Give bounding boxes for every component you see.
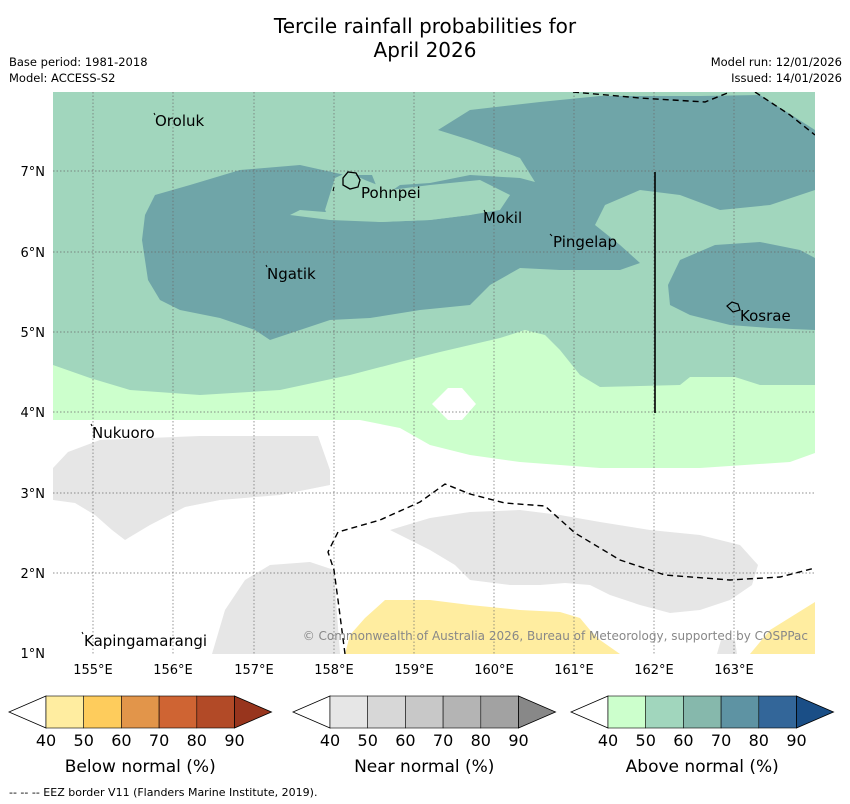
legend-swatch (83, 695, 122, 729)
legend-extend-high (796, 695, 835, 729)
map-title: Tercile rainfall probabilities for April… (0, 14, 850, 62)
meta-right: Model run: 12/01/2026 Issued: 14/01/2026 (711, 54, 842, 86)
legend-swatch (442, 695, 482, 729)
legend-swatch (405, 695, 444, 729)
legend-tick-label: 80 (187, 731, 207, 750)
place-pohnpei: Pohnpei (361, 184, 421, 202)
eez-border-south (327, 483, 815, 654)
model-text: Model: ACCESS-S2 (9, 71, 116, 85)
gridlines (53, 92, 815, 654)
legend-swatch (758, 695, 797, 729)
legend-tick-label: 40 (320, 731, 340, 750)
legend-tick-label: 60 (111, 731, 131, 750)
legend-swatch (329, 695, 369, 729)
above-normal-50-patch (325, 172, 510, 222)
legend-swatch (683, 695, 722, 729)
legend-tick-label: 50 (74, 731, 94, 750)
lon-label: 162°E (634, 663, 674, 678)
legend-swatch (121, 695, 160, 729)
issued-text: Issued: 14/01/2026 (731, 71, 842, 85)
place-mokil: Mokil (483, 209, 522, 227)
lat-label: 1°N (21, 647, 46, 662)
legend-tick-label: 40 (36, 731, 56, 750)
model-run-text: Model run: 12/01/2026 (710, 55, 842, 69)
legend-tick-label: 80 (749, 731, 769, 750)
eez-borders (327, 92, 815, 654)
copyright-text: © Commonwealth of Australia 2026, Bureau… (303, 629, 808, 643)
legend-swatch (480, 695, 519, 729)
legend-tick-label: 70 (433, 731, 453, 750)
legend-above-normal: 40 50 60 70 80 90 Above normal (%) (569, 695, 835, 777)
legend-tick-label: 90 (224, 731, 244, 750)
legend-tick-label: 90 (508, 731, 528, 750)
lat-label: 2°N (21, 567, 46, 582)
eez-border-northeast (754, 92, 815, 136)
eez-footnote: -- -- -- EEZ border V11 (Flanders Marine… (9, 786, 318, 799)
pohnpei-island-shape (342, 171, 361, 190)
legend-tick-label: 40 (598, 731, 618, 750)
legend-swatch (607, 695, 647, 729)
lat-label: 6°N (21, 246, 46, 261)
legend-title: Above normal (%) (626, 757, 779, 777)
legend-swatch (720, 695, 760, 729)
lat-label: 7°N (21, 165, 46, 180)
place-pingelap: Pingelap (553, 233, 617, 251)
lon-label: 155°E (73, 663, 113, 678)
lat-label: 4°N (21, 406, 46, 421)
legend-title: Near normal (%) (354, 757, 494, 777)
legend-extend-low (291, 695, 331, 729)
below-normal-40-region-east (750, 602, 815, 654)
legend-tick-label: 90 (786, 731, 806, 750)
latitude-labels: 7°N 6°N 5°N 4°N 3°N 2°N 1°N (21, 165, 46, 662)
legend-tick-label: 70 (149, 731, 169, 750)
near-normal-40-region-small (717, 640, 737, 654)
legend-tick-label: 50 (636, 731, 656, 750)
title-line-1: Tercile rainfall probabilities for (273, 14, 577, 38)
place-kosrae: Kosrae (740, 307, 791, 325)
legend-tick-label: 60 (395, 731, 415, 750)
lat-label: 5°N (21, 326, 46, 341)
legend-swatch (196, 695, 235, 729)
legend-extend-low (7, 695, 47, 729)
lon-label: 163°E (714, 663, 754, 678)
meta-left: Base period: 1981-2018 Model: ACCESS-S2 (9, 54, 148, 86)
legend-tick-label: 80 (471, 731, 491, 750)
near-normal-40-region-south (212, 562, 340, 654)
lat-label: 3°N (21, 487, 46, 502)
legend-extend-low (569, 695, 609, 729)
lon-label: 161°E (554, 663, 594, 678)
above-normal-60-region-central (142, 95, 815, 340)
place-oroluk: Oroluk (155, 112, 204, 130)
place-kapingamarangi: Kapingamarangi (84, 632, 207, 650)
longitude-labels: 155°E 156°E 157°E 158°E 159°E 160°E 161°… (73, 663, 754, 678)
base-period-text: Base period: 1981-2018 (9, 55, 148, 69)
place-ngatik: Ngatik (267, 265, 316, 283)
lon-label: 157°E (234, 663, 274, 678)
legend-below-normal: 40 50 60 70 80 90 Below normal (%) (7, 695, 273, 777)
lon-label: 159°E (394, 663, 434, 678)
legend-swatch (367, 695, 406, 729)
legend-near-normal: 40 50 60 70 80 90 Near normal (%) (291, 695, 557, 777)
legend-extend-high (518, 695, 557, 729)
legend-swatch (645, 695, 684, 729)
lon-label: 160°E (474, 663, 514, 678)
legend-swatch (158, 695, 198, 729)
legend-extend-high (234, 695, 273, 729)
place-nukuoro: Nukuoro (92, 424, 155, 442)
near-normal-40-region-west (53, 436, 330, 540)
above-normal-60-region-east (668, 242, 815, 330)
legend-swatch (45, 695, 85, 729)
map-plot-area (53, 92, 815, 654)
legend-tick-label: 50 (358, 731, 378, 750)
kosrae-island-shape (726, 301, 741, 313)
lon-label: 158°E (314, 663, 354, 678)
legend-tick-label: 60 (673, 731, 693, 750)
eez-border-north (572, 92, 731, 103)
legend-tick-label: 70 (711, 731, 731, 750)
title-line-2: April 2026 (373, 38, 477, 62)
legend-title: Below normal (%) (65, 757, 216, 777)
small-island-marks (81, 112, 553, 635)
lon-label: 156°E (153, 663, 193, 678)
